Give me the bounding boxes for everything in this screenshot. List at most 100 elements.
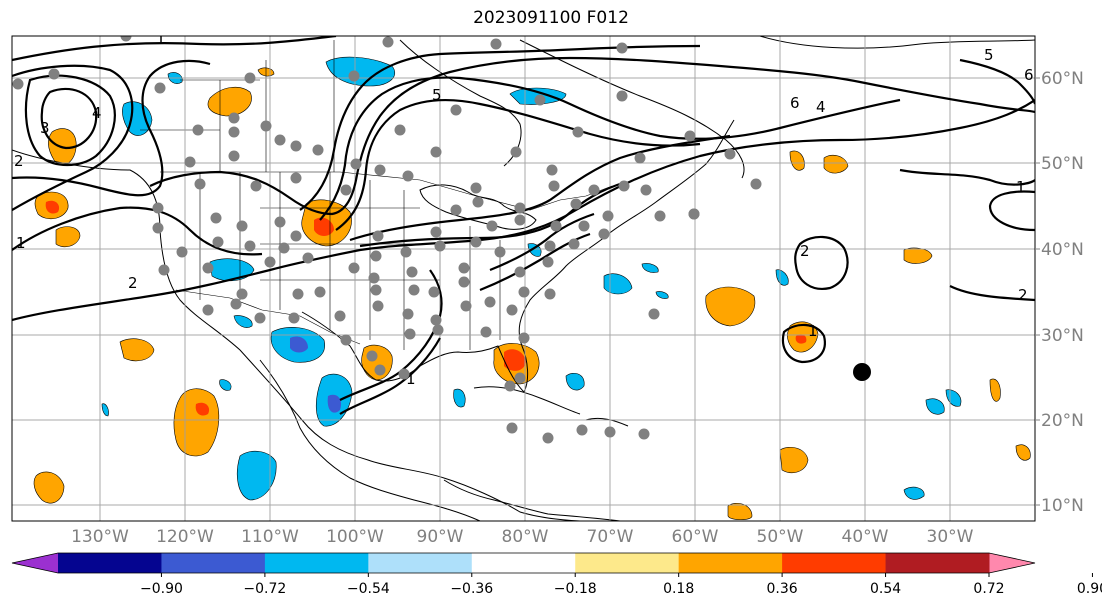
contour-line (899, 168, 1035, 186)
colorbar-extend-min (12, 553, 58, 573)
lon-label-60: 60°W (672, 527, 719, 547)
station-marker (688, 208, 700, 220)
station-marker (374, 164, 386, 176)
station-marker (578, 220, 590, 232)
shade-negative (219, 379, 232, 391)
station-marker (202, 262, 214, 274)
contour-label: 6 (1024, 66, 1034, 84)
contour-line (959, 58, 1035, 105)
contour-label: 6 (790, 94, 800, 112)
colorbar-tick-label: −0.18 (554, 581, 597, 597)
colorbar-swatch (58, 553, 162, 573)
shade-negative-strong (327, 394, 342, 413)
contour-line (794, 235, 849, 290)
contour-line (40, 87, 98, 150)
lat-label-40: 40°N (1041, 240, 1084, 260)
shade-positive (903, 247, 933, 264)
shade-positive (727, 503, 753, 521)
lat-label-10: 10°N (1041, 496, 1084, 516)
colorbar-swatch (264, 553, 369, 573)
station-marker (568, 238, 580, 250)
contour-line (949, 285, 1035, 302)
contour-line (988, 190, 1035, 232)
shade-strong (195, 402, 210, 416)
contour-line (12, 59, 211, 197)
station-marker (484, 296, 496, 308)
colorbar-tick-label: 0.36 (767, 581, 798, 597)
lat-label-20: 20°N (1041, 411, 1084, 431)
station-marker (398, 368, 410, 380)
station-marker (654, 210, 666, 222)
colorbar: −0.90 −0.72 −0.54 −0.36 −0.18 0.18 0.36 0.54 0.7… (11, 552, 1102, 597)
station-marker (618, 180, 630, 192)
colorbar-extend-max (989, 553, 1035, 573)
lon-label-130: 130°W (71, 527, 129, 547)
contour-line (339, 337, 441, 415)
station-marker (350, 158, 362, 170)
station-marker (372, 230, 384, 242)
station-marker (510, 146, 522, 158)
station-marker (290, 230, 302, 242)
contour-label: 2 (14, 152, 24, 170)
station-marker (684, 130, 696, 142)
station-marker (402, 170, 414, 182)
colorbar-swatch (678, 553, 783, 573)
colorbar-tick-label: −0.90 (140, 581, 183, 597)
station-marker (534, 94, 546, 106)
station-marker (518, 332, 530, 344)
lon-label-110: 110°W (241, 527, 299, 547)
shade-positive (1015, 444, 1031, 461)
colorbar-tick-label: 0.18 (663, 581, 694, 597)
shade-negative (641, 263, 659, 273)
borders-layer (140, 40, 613, 350)
station-marker (430, 146, 442, 158)
station-marker (486, 220, 498, 232)
contour-label: 2 (128, 274, 138, 292)
lon-label-80: 80°W (502, 527, 549, 547)
contour-line (335, 98, 701, 231)
coastline-greenland (759, 36, 1035, 49)
contour-line (781, 323, 826, 364)
station-marker (604, 426, 616, 438)
lon-label-100: 100°W (326, 527, 384, 547)
contour-label: 1 (156, 30, 166, 48)
lon-label-90: 90°W (417, 527, 464, 547)
contour-label: 4 (816, 98, 826, 116)
station-marker (184, 156, 196, 168)
shade-negative (775, 269, 789, 286)
shade-positive (823, 154, 849, 174)
station-marker (570, 198, 582, 210)
station-marker (518, 286, 530, 298)
station-marker (244, 72, 256, 84)
coastline-west (12, 149, 581, 521)
station-marker (12, 78, 24, 90)
station-marker (290, 172, 302, 184)
station-marker (176, 246, 188, 258)
station-marker (408, 284, 420, 296)
contour-line (339, 269, 443, 401)
station-marker (400, 246, 412, 258)
longitude-axis: 130°W 120°W 110°W 100°W 90°W 80°W 70°W 6… (71, 527, 974, 547)
contour-line (319, 76, 901, 221)
station-marker (348, 262, 360, 274)
contour-line (12, 99, 1035, 322)
contour-label: 2 (800, 242, 810, 260)
station-marker (542, 256, 554, 268)
stations-layer (12, 36, 762, 444)
coastlines-layer (12, 36, 1035, 521)
station-marker (152, 202, 164, 214)
station-marker (230, 298, 242, 310)
station-marker (264, 256, 276, 268)
station-marker (434, 240, 446, 252)
station-marker (312, 144, 324, 156)
station-marker (292, 288, 304, 300)
station-marker (260, 120, 272, 132)
us-mexico-border (175, 289, 361, 345)
station-marker (460, 300, 472, 312)
station-marker (490, 38, 502, 50)
great-lakes (419, 184, 537, 230)
shade-negative-strong (290, 336, 308, 353)
lon-label-40: 40°W (842, 527, 889, 547)
station-marker (548, 180, 560, 192)
contours-layer (12, 36, 1035, 415)
